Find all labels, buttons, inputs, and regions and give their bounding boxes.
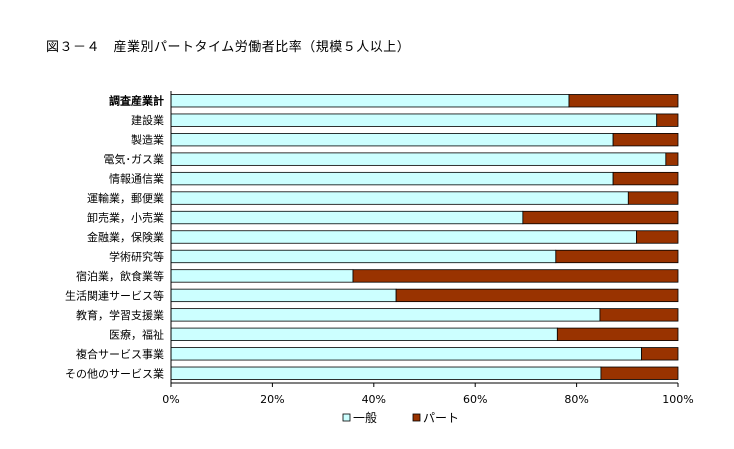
category-label: 学術研究等	[109, 249, 164, 263]
legend-label-ippan: 一般	[353, 410, 377, 425]
bar-segment-ippan-7	[170, 230, 637, 244]
bar-segment-part-0	[568, 94, 679, 108]
legend-swatch-part	[412, 413, 421, 422]
bar-segment-part-5	[627, 191, 679, 205]
category-label: 建設業	[131, 113, 164, 127]
bar-segment-part-6	[522, 210, 679, 225]
bar-segment-ippan-10	[170, 288, 397, 303]
bar-segment-part-1	[656, 113, 679, 127]
category-label: 情報通信業	[109, 173, 164, 186]
category-label: 製造業	[131, 133, 164, 147]
legend: 一般 パート	[342, 410, 459, 425]
category-label: 医療，福祉	[109, 327, 164, 341]
x-tick-label: 40%	[362, 393, 386, 406]
bar-segment-part-11	[599, 308, 679, 322]
bar-segment-part-7	[636, 230, 679, 244]
bar-segment-ippan-8	[170, 249, 557, 264]
bar-segment-part-10	[395, 288, 679, 303]
bars-group	[170, 94, 679, 380]
bar-segment-ippan-12	[170, 327, 558, 341]
bar-segment-ippan-1	[170, 113, 658, 127]
x-tick-label: 0%	[162, 393, 179, 406]
x-tick-label: 100%	[662, 393, 693, 406]
category-label: 教育，学習支援業	[76, 308, 164, 322]
category-label: 卸売業，小売業	[87, 211, 164, 225]
bar-segment-ippan-0	[170, 94, 570, 108]
bar-segment-ippan-4	[170, 171, 614, 186]
bar-segment-ippan-2	[170, 133, 614, 147]
bar-segment-part-8	[555, 249, 679, 264]
legend-swatch-ippan	[342, 413, 351, 422]
chart-title: 図３－４ 産業別パートタイム労働者比率（規模５人以上）	[46, 40, 411, 55]
category-label: 宿泊業，飲食業等	[76, 269, 164, 283]
legend-label-part: パート	[423, 411, 459, 425]
bar-segment-part-3	[665, 152, 679, 166]
category-label: その他のサービス業	[65, 367, 164, 380]
bar-segment-part-4	[612, 171, 679, 186]
x-ticks: 0% 20% 40% 60% 80% 100%	[162, 383, 694, 406]
category-label: 複合サービス事業	[76, 347, 164, 361]
category-label: 調査産業計	[109, 94, 164, 108]
x-tick-label: 60%	[463, 393, 487, 406]
bar-segment-ippan-14	[170, 366, 602, 380]
bar-segment-part-12	[556, 327, 679, 341]
bar-segment-ippan-11	[170, 308, 601, 322]
bar-segment-ippan-9	[170, 269, 354, 283]
bar-segment-part-2	[612, 133, 679, 147]
category-label: 電気･ガス業	[104, 152, 165, 166]
category-label: 生活関連サービス等	[65, 288, 164, 302]
category-labels: 調査産業計建設業製造業電気･ガス業情報通信業運輸業，郵便業卸売業，小売業金融業，…	[65, 94, 164, 381]
bar-segment-ippan-5	[170, 191, 629, 205]
bar-segment-part-14	[600, 366, 679, 380]
bar-segment-ippan-6	[170, 210, 524, 225]
category-label: 金融業，保険業	[87, 230, 164, 244]
category-label: 運輸業，郵便業	[87, 191, 164, 205]
bar-segment-ippan-13	[170, 347, 642, 361]
bar-segment-ippan-3	[170, 152, 667, 166]
bar-segment-part-13	[641, 347, 679, 361]
x-tick-label: 20%	[260, 393, 284, 406]
x-tick-label: 80%	[564, 393, 588, 406]
bar-segment-part-9	[352, 269, 679, 283]
